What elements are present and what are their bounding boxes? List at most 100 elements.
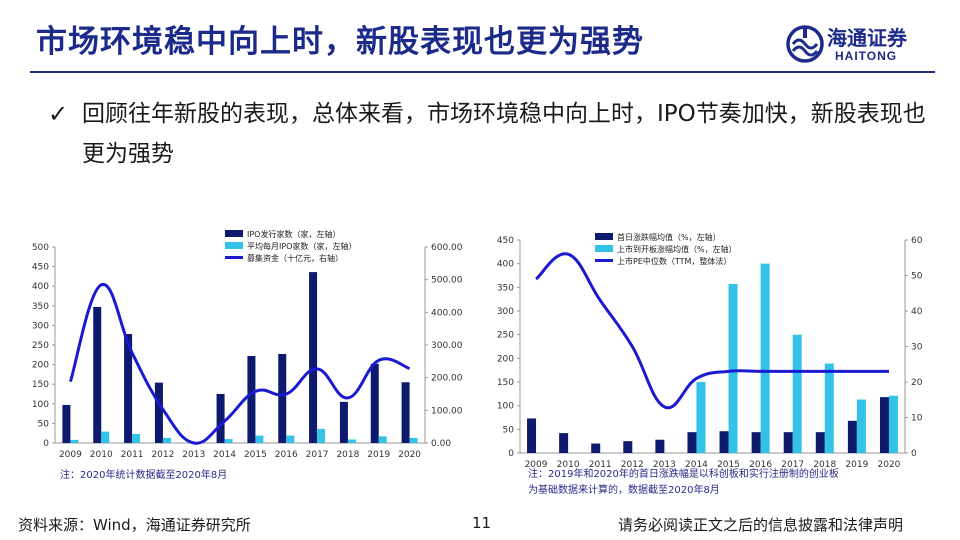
- right-axis-tick-label: 40: [911, 307, 923, 317]
- right-axis-tick-label: 100.00: [431, 406, 463, 416]
- legend-label: 上市PE中位数（TTM，整体法）: [617, 256, 731, 266]
- bar-primary: [154, 382, 163, 443]
- right-axis-tick-label: 20: [911, 378, 923, 388]
- left-axis-tick-label: 100: [497, 402, 514, 412]
- legend-swatch: [595, 233, 613, 240]
- bar-primary: [655, 439, 665, 453]
- x-axis-tick-label: 2011: [121, 450, 144, 460]
- bar-primary: [623, 441, 633, 453]
- bar-secondary: [132, 433, 141, 443]
- x-axis-tick-label: 2019: [367, 450, 390, 460]
- bar-primary: [278, 354, 287, 443]
- right-chart-note-line1: 注：2019年和2020年的首日涨跌幅是以科创板和实行注册制的创业板: [528, 469, 839, 480]
- bar-primary: [216, 394, 225, 443]
- ipo-return-chart: 0 50 100 150 200 250 300 350 400 450 0 10 20 30 40 50 60…: [497, 232, 923, 470]
- legend-swatch: [595, 245, 613, 252]
- x-axis-tick-label: 2013: [653, 460, 676, 470]
- left-axis-tick-label: 500: [32, 243, 49, 253]
- bar-secondary: [728, 284, 738, 453]
- x-axis-tick-label: 2014: [213, 450, 236, 460]
- bar-secondary: [856, 399, 866, 453]
- checkmark-icon: ✓: [48, 100, 69, 128]
- x-axis-tick-label: 2020: [398, 450, 421, 460]
- x-axis-tick-label: 2017: [306, 450, 329, 460]
- left-chart-note: 注：2020年统计数据截至2020年8月: [60, 470, 228, 481]
- left-axis-tick-label: 300: [497, 307, 514, 317]
- left-axis-tick-label: 150: [497, 378, 514, 388]
- x-axis-tick-label: 2016: [749, 460, 772, 470]
- bar-primary: [247, 355, 256, 443]
- bar-secondary: [347, 439, 356, 443]
- right-axis-tick-label: 500.00: [431, 276, 463, 286]
- left-axis-tick-label: 200: [32, 361, 49, 371]
- x-axis-tick-label: 2009: [59, 450, 82, 460]
- bar-primary: [783, 432, 793, 453]
- bar-secondary: [792, 334, 802, 453]
- logo-text-cn: 海通证券: [827, 26, 907, 50]
- bar-secondary: [101, 431, 110, 443]
- bar-secondary: [378, 436, 387, 443]
- right-chart-note-line2: 为基础数据来计算的，数据截至2020年8月: [528, 485, 720, 496]
- legend-swatch: [225, 242, 243, 249]
- bar-primary: [751, 432, 761, 453]
- left-axis-tick-label: 50: [503, 425, 515, 435]
- left-axis-tick-label: 300: [32, 321, 49, 331]
- x-axis-tick-label: 2009: [525, 460, 548, 470]
- bar-secondary: [70, 439, 79, 443]
- logo-text-en: HAITONG: [835, 49, 898, 63]
- x-axis-tick-label: 2012: [151, 450, 174, 460]
- title-divider: [30, 71, 935, 73]
- legend-label: 平均每月IPO家数（家，左轴）: [247, 241, 356, 251]
- legend-swatch: [225, 230, 243, 237]
- bar-primary: [370, 363, 379, 443]
- haitong-logo-icon: [786, 25, 824, 63]
- series-line: [535, 252, 889, 410]
- slide-title: 市场环境稳中向上时，新股表现也更为强势: [36, 24, 644, 60]
- right-axis-tick-label: 300.00: [431, 341, 463, 351]
- left-axis-tick-label: 250: [497, 331, 514, 341]
- bar-secondary: [224, 439, 233, 443]
- x-axis-tick-label: 2018: [336, 450, 359, 460]
- right-axis-tick-label: 400.00: [431, 308, 463, 318]
- right-axis-tick-label: 200.00: [431, 374, 463, 384]
- page-number: 11: [472, 514, 492, 532]
- bullet-text: 回顾往年新股的表现，总体来看，市场环境稳中向上时，IPO节奏加快，新股表现也更为…: [82, 101, 926, 167]
- left-axis-tick-label: 450: [32, 263, 49, 273]
- right-axis-tick-label: 0: [911, 449, 917, 459]
- bar-secondary: [162, 437, 171, 443]
- right-axis-tick-label: 0.00: [431, 439, 451, 449]
- bar-primary: [527, 418, 537, 453]
- legend-label: 募集资金（十亿元，右轴）: [247, 253, 343, 263]
- left-axis-tick-label: 400: [32, 282, 49, 292]
- bar-secondary: [824, 363, 834, 453]
- x-axis-tick-label: 2010: [90, 450, 113, 460]
- bar-secondary: [317, 428, 326, 443]
- footer-source: 资料来源：Wind，海通证券研究所: [18, 516, 251, 534]
- x-axis-tick-label: 2015: [717, 460, 740, 470]
- x-axis-tick-label: 2018: [813, 460, 836, 470]
- bar-primary: [687, 432, 697, 453]
- legend-label: 首日涨跌幅均值（%，左轴）: [617, 232, 721, 242]
- x-axis-tick-label: 2015: [244, 450, 267, 460]
- bar-primary: [124, 334, 133, 443]
- left-axis-tick-label: 350: [497, 283, 514, 293]
- bar-primary: [62, 404, 71, 443]
- left-axis-tick-label: 350: [32, 302, 49, 312]
- bar-primary: [559, 433, 569, 453]
- left-axis-tick-label: 0: [508, 449, 514, 459]
- left-axis-tick-label: 250: [32, 341, 49, 351]
- bar-primary: [339, 401, 348, 443]
- x-axis-tick-label: 2017: [781, 460, 804, 470]
- left-axis-tick-label: 100: [32, 400, 49, 410]
- bar-primary: [847, 420, 857, 453]
- bar-primary: [401, 382, 410, 443]
- bar-secondary: [286, 435, 295, 443]
- x-axis-tick-label: 2011: [589, 460, 612, 470]
- left-axis-tick-label: 150: [32, 380, 49, 390]
- left-axis-tick-label: 200: [497, 354, 514, 364]
- x-axis-tick-label: 2014: [685, 460, 708, 470]
- legend-label: IPO发行家数（家，左轴）: [247, 229, 340, 239]
- bar-primary: [309, 272, 318, 443]
- ipo-count-chart: 0 50 100 150 200 250 300 350 400 450 500 0.00 100.00…: [32, 229, 463, 460]
- company-logo: 海通证券 HAITONG: [785, 22, 935, 66]
